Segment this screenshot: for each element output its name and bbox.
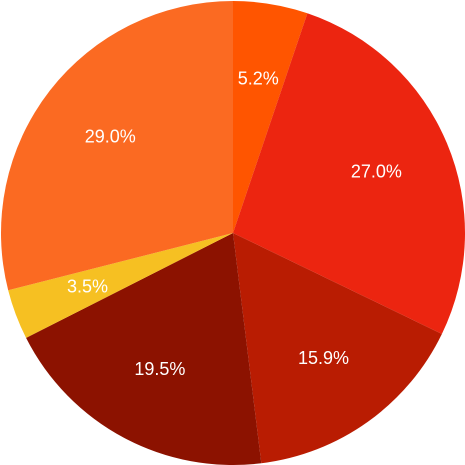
- pie-slice: [0, 1, 233, 291]
- slice-label: 19.5%: [134, 359, 185, 379]
- slice-label: 29.0%: [85, 126, 136, 146]
- pie-slice: [233, 13, 465, 334]
- slice-label: 3.5%: [67, 276, 108, 296]
- pie-slice: [233, 233, 442, 464]
- slice-label: 5.2%: [238, 68, 279, 88]
- pie-slice: [26, 233, 262, 465]
- slice-label: 27.0%: [351, 162, 402, 182]
- pie-slice: [8, 233, 234, 338]
- slice-label: 15.9%: [298, 348, 349, 368]
- pie-slice: [233, 1, 308, 233]
